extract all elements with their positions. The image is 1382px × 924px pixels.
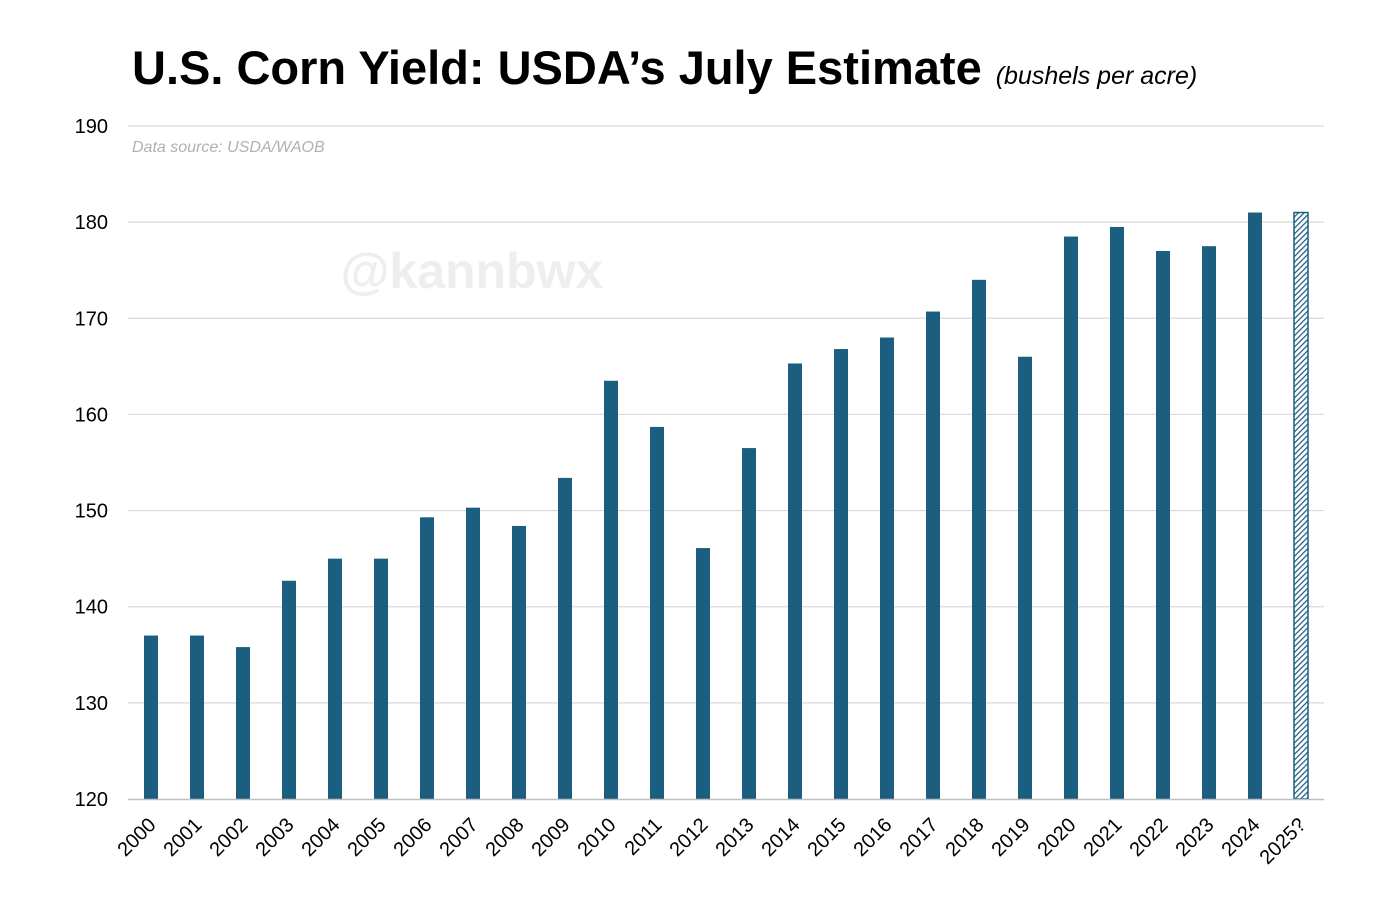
x-tick-label: 2010 — [574, 814, 621, 861]
y-tick-label: 190 — [75, 116, 108, 138]
bar-2001 — [190, 635, 204, 799]
x-tick-label: 2017 — [896, 814, 943, 861]
bar-2016 — [880, 337, 894, 799]
x-tick-label: 2025? — [1256, 814, 1311, 869]
x-tick-label: 2018 — [942, 814, 989, 861]
x-tick-label: 2022 — [1126, 814, 1173, 861]
y-tick-label: 180 — [75, 212, 108, 234]
bar-2004 — [328, 558, 342, 799]
bars — [144, 211, 1309, 800]
x-tick-label: 2004 — [298, 814, 345, 861]
bar-2019 — [1018, 356, 1032, 799]
x-tick-label: 2012 — [666, 814, 713, 861]
watermark-text: @kannbwx — [341, 243, 604, 299]
x-tick-label: 2020 — [1034, 814, 1081, 861]
bar-2003 — [282, 580, 296, 799]
bar-2025 — [1293, 211, 1309, 800]
x-tick-label: 2019 — [988, 814, 1035, 861]
bar-2015 — [834, 349, 848, 799]
bar-2008 — [512, 525, 526, 799]
x-tick-label: 2013 — [712, 814, 759, 861]
bar-2006 — [420, 517, 434, 799]
y-axis: 120 130 140 150 160 170 180 190 — [75, 116, 108, 811]
bar-2020 — [1064, 236, 1078, 800]
x-tick-label: 2008 — [482, 814, 529, 861]
x-tick-label: 2003 — [252, 814, 299, 861]
x-tick-label: 2001 — [160, 814, 207, 861]
chart-title-block: U.S. Corn Yield: USDA’s July Estimate (bu… — [132, 40, 1197, 95]
bar-2012 — [696, 548, 710, 799]
x-tick-label: 2007 — [436, 814, 483, 861]
x-tick-label: 2000 — [114, 814, 161, 861]
x-tick-label: 2011 — [621, 814, 667, 860]
y-tick-label: 120 — [75, 789, 108, 811]
data-source-text: Data source: USDA/WAOB — [132, 139, 325, 156]
bar-2007 — [466, 507, 480, 799]
x-tick-label: 2016 — [850, 814, 897, 861]
x-tick-label: 2002 — [206, 814, 253, 861]
bar-2017 — [926, 311, 940, 799]
chart-title: U.S. Corn Yield: USDA’s July Estimate — [132, 41, 982, 94]
y-tick-label: 130 — [75, 693, 108, 715]
bar-2011 — [650, 426, 664, 799]
bar-2024 — [1248, 212, 1262, 799]
bar-2022 — [1156, 250, 1170, 799]
y-tick-label: 170 — [75, 308, 108, 330]
bar-2014 — [788, 363, 802, 799]
x-tick-label: 2006 — [390, 814, 437, 861]
x-tick-label: 2021 — [1080, 814, 1127, 861]
y-tick-label: 140 — [75, 597, 108, 619]
bar-2005 — [374, 558, 388, 799]
x-tick-label: 2014 — [758, 814, 805, 861]
x-tick-label: 2009 — [528, 814, 575, 861]
y-tick-label: 160 — [75, 404, 108, 426]
bar-2013 — [742, 448, 756, 799]
chart-subtitle: (bushels per acre) — [995, 62, 1198, 90]
bar-2002 — [236, 647, 250, 799]
x-tick-label: 2015 — [804, 814, 851, 861]
x-tick-label: 2005 — [344, 814, 391, 861]
x-tick-label: 2023 — [1172, 814, 1219, 861]
bar-2018 — [972, 279, 986, 799]
y-tick-label: 150 — [75, 501, 108, 523]
bar-2000 — [144, 635, 158, 799]
gridlines — [128, 125, 1324, 704]
bar-2010 — [604, 380, 618, 799]
bar-2023 — [1202, 246, 1216, 799]
bar-2021 — [1110, 226, 1124, 799]
bar-2009 — [558, 477, 572, 799]
x-axis: 2000200120022003200420052006200720082009… — [114, 814, 1311, 869]
